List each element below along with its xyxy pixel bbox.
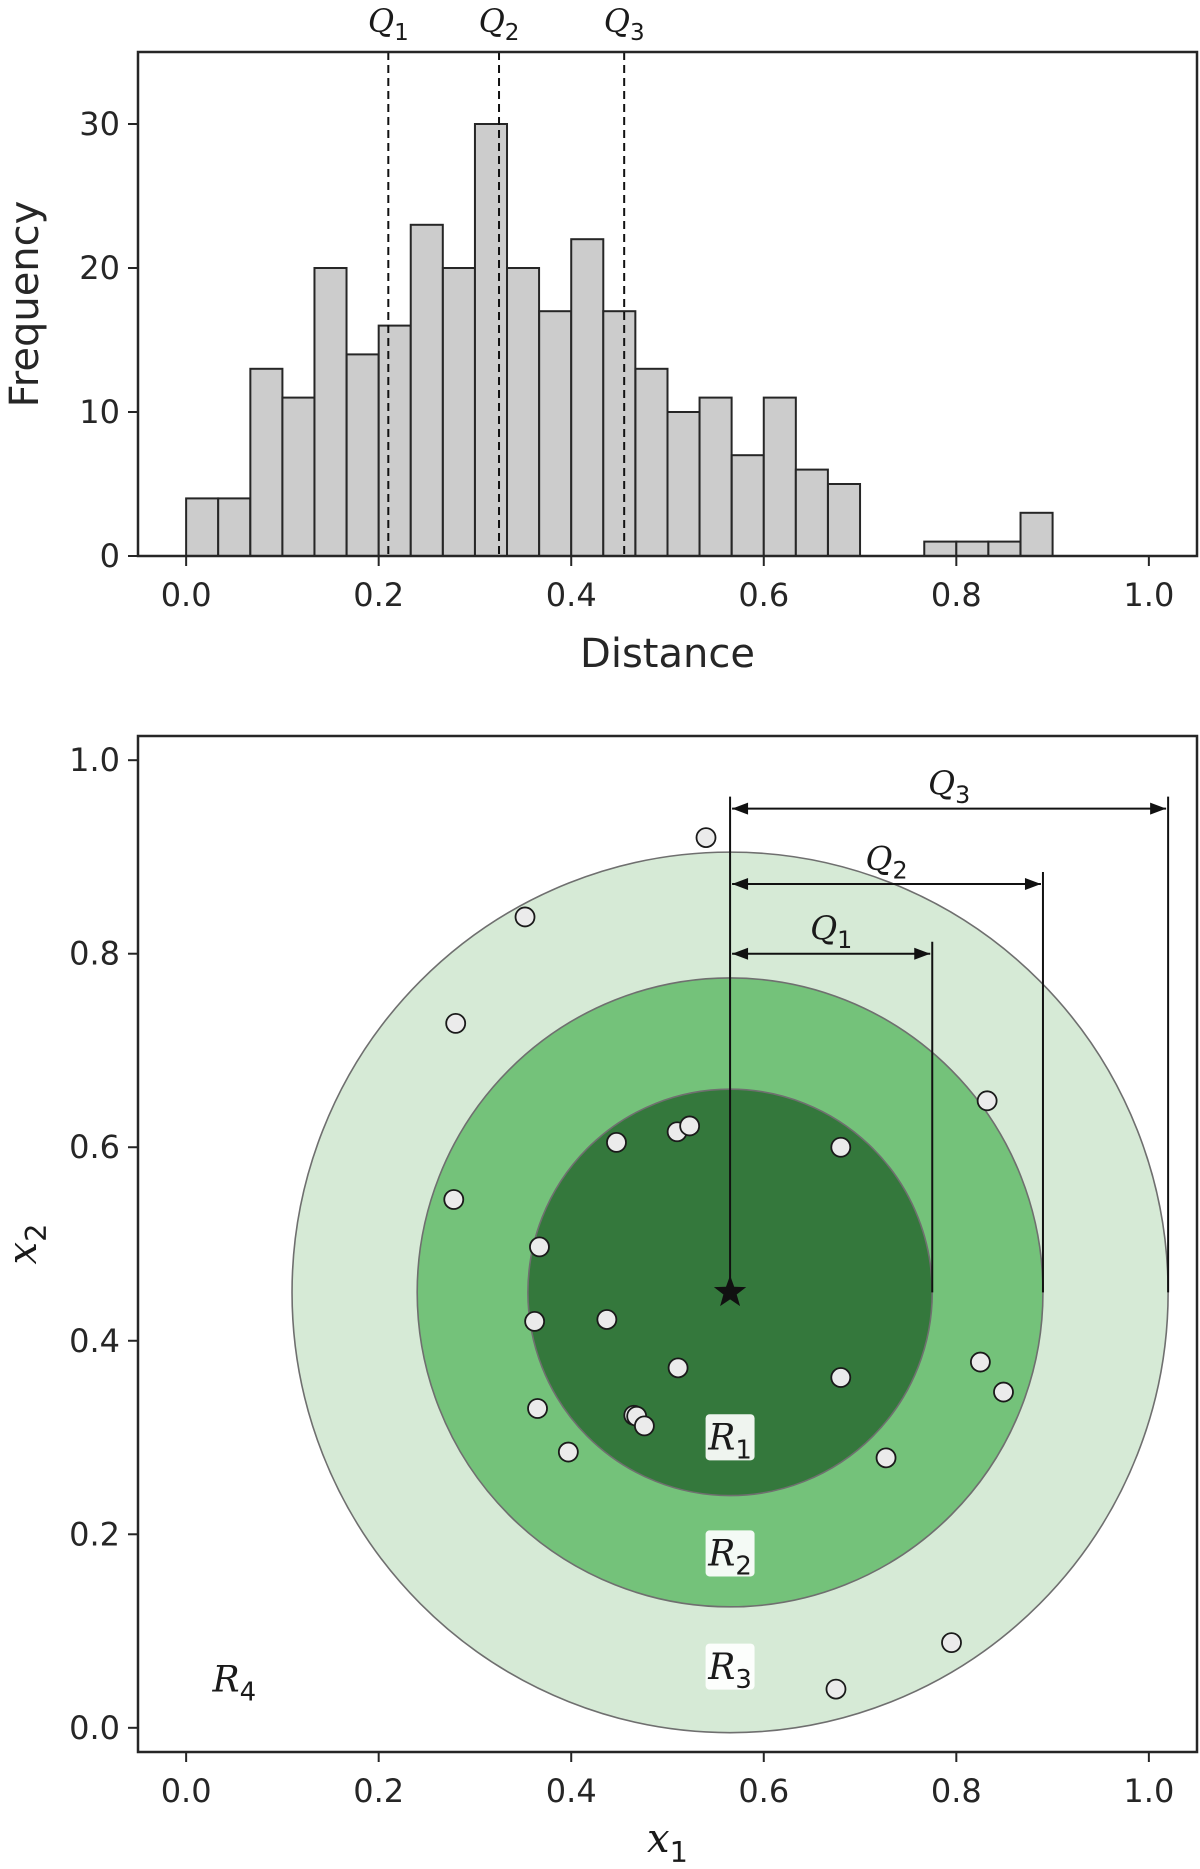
y-axis-label: x2 [0,1224,53,1265]
histogram-bar [762,396,797,557]
histogram-bar [313,267,348,557]
region-label-r2: R2 [707,1534,752,1582]
scatter-point [941,1632,962,1654]
region-label-r3: R3 [707,1647,752,1695]
radius-label-q3: Q3 [928,764,970,809]
arrowhead-left-q2 [732,878,749,891]
x-tick-label: 0.0 [161,576,212,614]
y-tick-label: 0.4 [69,1322,120,1360]
arrowhead-right-q3 [1150,802,1167,815]
region-label-r4: R4 [211,1659,256,1707]
scatter-point [606,1132,627,1153]
scatter-point [527,1398,548,1419]
histogram-bar [955,540,990,557]
quartile-label-q2: Q2 [479,2,520,46]
histogram-bar [794,468,829,558]
y-axis-label: Frequency [2,201,48,408]
histogram-panel: Q1 Q2 Q3 0.0 0.2 0.4 0.6 0.8 1.0 0 10 20 30 Distance F… [2,2,1199,677]
histogram-bar [698,396,733,557]
scatter-point [976,1090,998,1112]
y-tick-label: 0.6 [69,1128,120,1166]
scatter-panel: Q1 Q2 Q3 R1 R2 R3 R4 0.0 0.2 0.4 0.6 0.8 1.0 0.0 0.2 0.… [0,734,1199,1869]
scatter-point [445,1012,467,1034]
histogram-bar [730,454,765,558]
x-tick-label: 1.0 [1123,576,1174,614]
scatter-point [557,1441,579,1463]
y-tick-label: 10 [79,393,120,431]
histogram-bar [1019,511,1054,557]
region-label-r3-box [705,1643,755,1690]
histogram-bar [506,267,541,557]
x-tick-label: 1.0 [1123,1772,1174,1810]
scatter-point [875,1447,897,1469]
region-label-r1-box [705,1414,755,1461]
histogram-bar [345,353,380,557]
histogram-frame [136,50,1199,558]
x-tick-label: 0.6 [738,1772,789,1810]
histogram-bar [377,324,412,557]
scatter-point [443,1189,465,1210]
y-tick-label: 0.0 [69,1709,120,1747]
scatter-point [524,1311,546,1332]
scatter-point [529,1236,550,1258]
histogram-bar [441,267,476,557]
histogram-bar [185,497,220,557]
x-tick-label: 0.8 [931,1772,982,1810]
scatter-point [596,1309,618,1330]
x-tick-label: 0.2 [353,1772,404,1810]
arrowhead-left-q3 [732,802,749,815]
x-tick-label: 0.4 [546,1772,597,1810]
scatter-point [969,1351,991,1373]
x-tick-label: 0.4 [546,576,597,614]
scatter-point [667,1357,689,1379]
radius-label-q1: Q1 [810,909,852,954]
scatter-point [830,1367,852,1388]
arrowhead-right-q1 [914,947,931,960]
x-tick-label: 0.8 [931,576,982,614]
arrowhead-right-q2 [1024,878,1041,891]
scatter-point [679,1115,701,1137]
histogram-bar [923,540,958,557]
histogram-bar [987,540,1022,557]
scatter-point [695,827,717,848]
region-label-r1: R1 [707,1418,752,1466]
histogram-bar [826,483,862,557]
y-tick-label: 0 [100,537,120,575]
radius-label-q2: Q2 [865,839,907,884]
x-axis-label: Distance [580,631,755,677]
quartile-label-q1: Q1 [368,2,409,46]
y-tick-label: 30 [79,105,120,143]
y-tick-label: 0.8 [69,935,120,973]
scatter-point [993,1381,1014,1403]
y-tick-label: 0.2 [69,1515,120,1553]
scatter-point [514,906,536,928]
x-tick-label: 0.2 [353,576,404,614]
histogram-bar [602,310,637,558]
x-axis-label: x1 [647,1816,688,1869]
region-label-r2-box [705,1530,755,1577]
arrowhead-left-q1 [732,947,749,960]
quartile-label-q3: Q3 [604,2,645,46]
histogram-bar [538,310,573,558]
histogram-bar [570,238,605,557]
scatter-frame [136,734,1199,1754]
scatter-point [830,1136,852,1158]
x-tick-label: 0.6 [738,576,789,614]
histogram-bar [409,223,444,558]
y-tick-label: 1.0 [69,741,120,779]
histogram-bar [666,411,701,557]
histogram-bar [249,367,284,557]
histogram-bar [281,396,316,557]
scatter-point [633,1415,655,1437]
histogram-bar [634,367,669,557]
histogram-bar [473,123,509,557]
scatter-point [825,1678,847,1700]
center-star [713,1275,747,1307]
x-tick-label: 0.0 [161,1772,212,1810]
y-tick-label: 20 [79,249,120,287]
histogram-bar [217,497,252,557]
